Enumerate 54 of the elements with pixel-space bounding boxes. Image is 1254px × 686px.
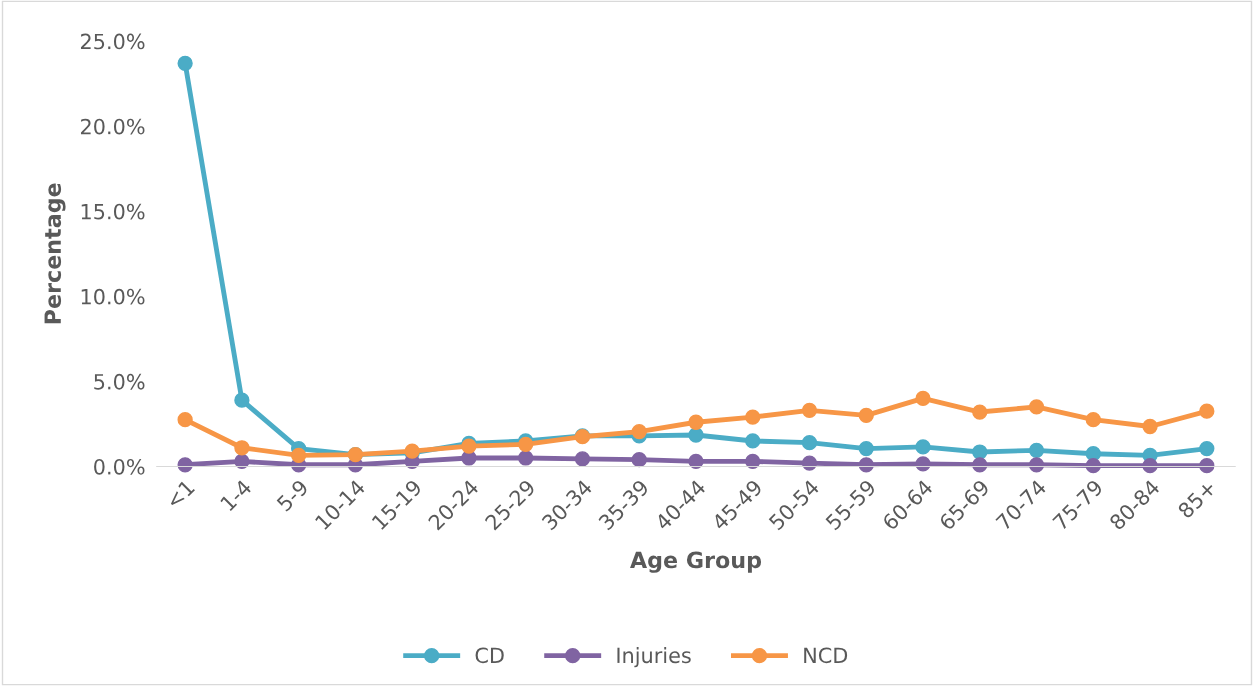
point xyxy=(688,414,704,430)
point xyxy=(1028,457,1045,473)
point xyxy=(972,457,988,473)
point xyxy=(1142,418,1158,435)
x-axis-title: Age Group xyxy=(630,551,762,573)
point xyxy=(688,453,704,470)
point xyxy=(858,440,874,457)
y-tick-label: 5.0% xyxy=(94,373,145,390)
y-tick-label: 0.0% xyxy=(94,458,145,475)
point xyxy=(177,55,193,71)
point xyxy=(1085,412,1101,428)
y-axis-title: Percentage xyxy=(44,183,66,324)
point xyxy=(745,453,761,470)
y-tick-label: 15.0% xyxy=(81,203,145,220)
point xyxy=(234,440,250,456)
point xyxy=(858,407,874,424)
x-tick-label: 85+ xyxy=(1176,479,1217,520)
y-tick-label: 25.0% xyxy=(80,33,145,50)
point xyxy=(1199,457,1215,474)
x-tick-label: 5-9 xyxy=(275,478,310,512)
x-tick-label: <1 xyxy=(165,479,195,509)
point xyxy=(972,404,988,420)
point xyxy=(972,444,988,460)
legend-label: NCD xyxy=(804,647,848,664)
point xyxy=(291,447,307,464)
point xyxy=(177,412,193,428)
point xyxy=(915,390,931,407)
point xyxy=(631,452,647,468)
point xyxy=(177,457,193,473)
point xyxy=(518,436,534,453)
point xyxy=(745,409,761,425)
legend-label: Injuries xyxy=(617,647,691,668)
point xyxy=(801,402,818,418)
legend-label: CD xyxy=(475,647,504,664)
point xyxy=(858,457,874,473)
point xyxy=(574,451,591,467)
point xyxy=(801,435,818,451)
point xyxy=(745,433,761,449)
point xyxy=(1028,399,1045,415)
y-tick-label: 20.0% xyxy=(80,118,145,135)
point xyxy=(801,455,818,471)
point xyxy=(631,423,647,440)
point xyxy=(915,456,931,472)
point xyxy=(518,450,534,466)
point xyxy=(1028,442,1045,458)
point xyxy=(1199,403,1215,419)
x-tick-label: 1-4 xyxy=(219,478,253,512)
y-tick-label: 10.0% xyxy=(81,288,145,305)
point xyxy=(1142,457,1158,474)
point xyxy=(688,427,704,443)
point xyxy=(915,439,931,455)
point xyxy=(1085,457,1101,474)
point xyxy=(234,392,250,408)
point xyxy=(1199,440,1215,457)
